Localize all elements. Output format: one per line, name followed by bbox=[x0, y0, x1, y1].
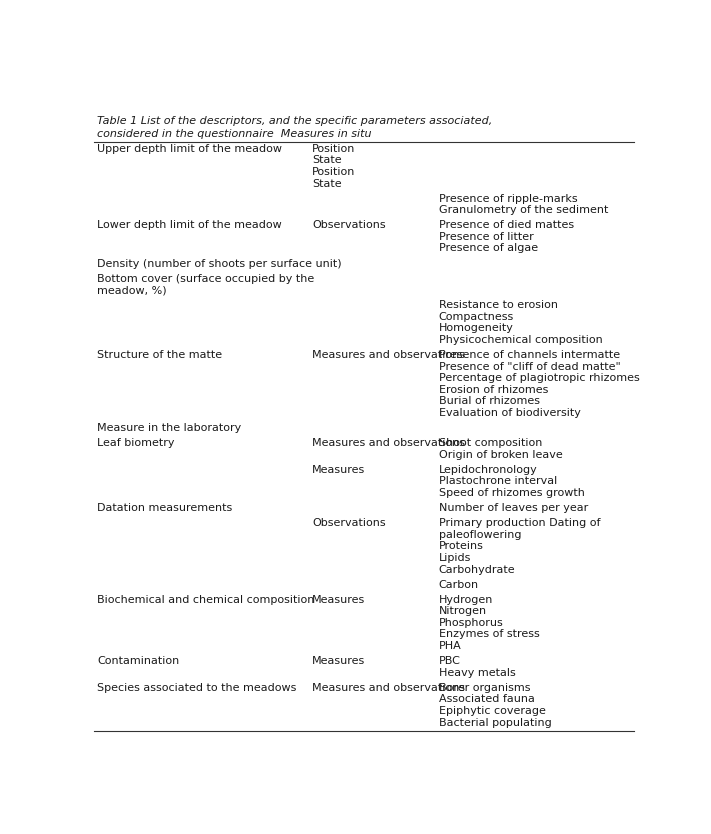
Text: Nitrogen: Nitrogen bbox=[439, 606, 487, 616]
Text: Borer organisms: Borer organisms bbox=[439, 683, 530, 693]
Text: Percentage of plagiotropic rhizomes: Percentage of plagiotropic rhizomes bbox=[439, 374, 639, 384]
Text: State: State bbox=[312, 178, 342, 188]
Text: Observations: Observations bbox=[312, 518, 385, 528]
Text: Origin of broken leave: Origin of broken leave bbox=[439, 450, 562, 460]
Text: Observations: Observations bbox=[312, 220, 385, 230]
Text: Presence of "cliff of dead matte": Presence of "cliff of dead matte" bbox=[439, 362, 621, 372]
Text: Measure in the laboratory: Measure in the laboratory bbox=[97, 423, 242, 433]
Text: Associated fauna: Associated fauna bbox=[439, 695, 535, 705]
Text: Measures: Measures bbox=[312, 595, 365, 605]
Text: Speed of rhizomes growth: Speed of rhizomes growth bbox=[439, 488, 584, 498]
Text: Primary production Dating of: Primary production Dating of bbox=[439, 518, 600, 528]
Text: Granulometry of the sediment: Granulometry of the sediment bbox=[439, 205, 608, 215]
Text: Structure of the matte: Structure of the matte bbox=[97, 350, 223, 360]
Text: Plastochrone interval: Plastochrone interval bbox=[439, 476, 557, 486]
Text: Measures: Measures bbox=[312, 465, 365, 475]
Text: Compactness: Compactness bbox=[439, 312, 514, 322]
Text: Datation measurements: Datation measurements bbox=[97, 503, 232, 513]
Text: Position: Position bbox=[312, 167, 356, 177]
Text: Presence of algae: Presence of algae bbox=[439, 244, 538, 254]
Text: Measures and observations: Measures and observations bbox=[312, 438, 465, 448]
Text: Presence of ripple-marks: Presence of ripple-marks bbox=[439, 193, 577, 203]
Text: Erosion of rhizomes: Erosion of rhizomes bbox=[439, 384, 548, 394]
Text: Resistance to erosion: Resistance to erosion bbox=[439, 300, 557, 310]
Text: Biochemical and chemical composition: Biochemical and chemical composition bbox=[97, 595, 314, 605]
Text: Phosphorus: Phosphorus bbox=[439, 618, 503, 628]
Text: State: State bbox=[312, 155, 342, 165]
Text: paleoflowering: paleoflowering bbox=[439, 530, 521, 540]
Text: Carbohydrate: Carbohydrate bbox=[439, 565, 515, 575]
Text: Density (number of shoots per surface unit): Density (number of shoots per surface un… bbox=[97, 259, 342, 269]
Text: Presence of died mattes: Presence of died mattes bbox=[439, 220, 574, 230]
Text: meadow, %): meadow, %) bbox=[97, 285, 167, 295]
Text: PBC: PBC bbox=[439, 656, 461, 666]
Text: Measures and observations: Measures and observations bbox=[312, 350, 465, 360]
Text: Shoot composition: Shoot composition bbox=[439, 438, 542, 448]
Text: Bacterial populating: Bacterial populating bbox=[439, 717, 552, 727]
Text: Species associated to the meadows: Species associated to the meadows bbox=[97, 683, 296, 693]
Text: Table 1 List of the descriptors, and the specific parameters associated,
conside: Table 1 List of the descriptors, and the… bbox=[97, 116, 493, 139]
Text: Contamination: Contamination bbox=[97, 656, 179, 666]
Text: Physicochemical composition: Physicochemical composition bbox=[439, 335, 602, 345]
Text: Enzymes of stress: Enzymes of stress bbox=[439, 630, 540, 640]
Text: Leaf biometry: Leaf biometry bbox=[97, 438, 175, 448]
Text: Evaluation of biodiversity: Evaluation of biodiversity bbox=[439, 408, 581, 418]
Text: PHA: PHA bbox=[439, 641, 461, 651]
Text: Measures and observations: Measures and observations bbox=[312, 683, 465, 693]
Text: Heavy metals: Heavy metals bbox=[439, 668, 515, 678]
Text: Epiphytic coverage: Epiphytic coverage bbox=[439, 706, 545, 716]
Text: Homogeneity: Homogeneity bbox=[439, 324, 513, 334]
Text: Carbon: Carbon bbox=[439, 580, 479, 590]
Text: Hydrogen: Hydrogen bbox=[439, 595, 493, 605]
Text: Presence of channels intermatte: Presence of channels intermatte bbox=[439, 350, 620, 360]
Text: Bottom cover (surface occupied by the: Bottom cover (surface occupied by the bbox=[97, 274, 314, 284]
Text: Number of leaves per year: Number of leaves per year bbox=[439, 503, 588, 513]
Text: Lower depth limit of the meadow: Lower depth limit of the meadow bbox=[97, 220, 282, 230]
Text: Burial of rhizomes: Burial of rhizomes bbox=[439, 396, 540, 406]
Text: Position: Position bbox=[312, 143, 356, 153]
Text: Measures: Measures bbox=[312, 656, 365, 666]
Text: Upper depth limit of the meadow: Upper depth limit of the meadow bbox=[97, 143, 282, 153]
Text: Proteins: Proteins bbox=[439, 541, 483, 551]
Text: Lipids: Lipids bbox=[439, 553, 471, 563]
Text: Lepidochronology: Lepidochronology bbox=[439, 465, 538, 475]
Text: Presence of litter: Presence of litter bbox=[439, 232, 533, 242]
